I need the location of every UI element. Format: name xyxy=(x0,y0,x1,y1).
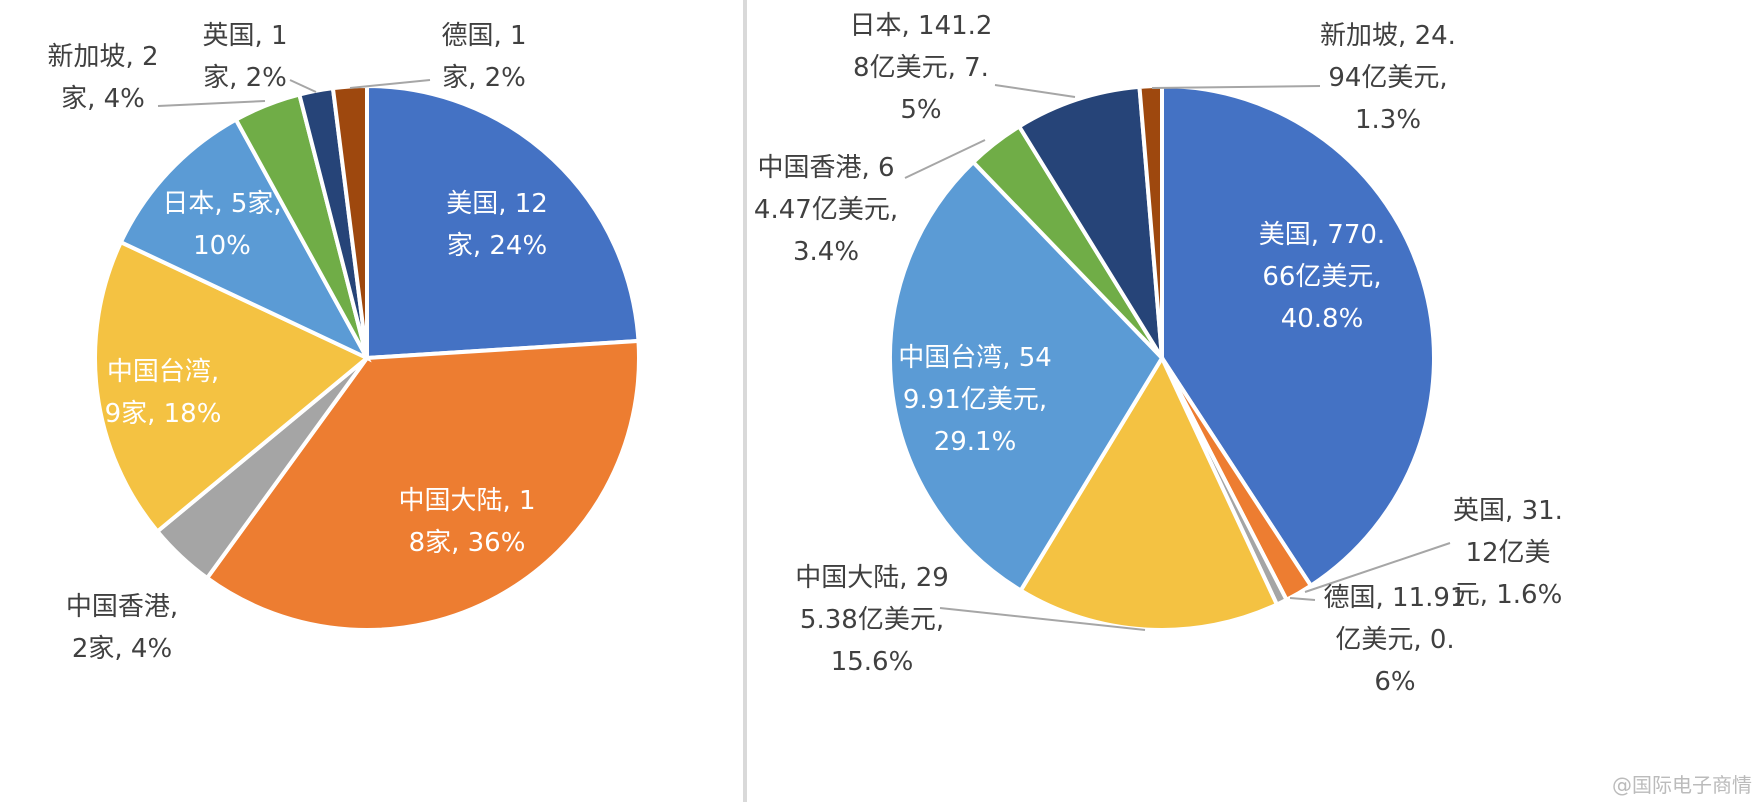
data-label: 英国, 1家, 2% xyxy=(202,21,288,93)
data-label: 德国, 1家, 2% xyxy=(441,21,527,93)
pie-slice xyxy=(1137,83,1164,359)
data-label: 美国, 12家, 24% xyxy=(446,189,548,261)
leader-line xyxy=(1151,85,1321,89)
pie-slice xyxy=(888,159,1165,594)
data-label: 中国香港, 64.47亿美元, 3.4% xyxy=(753,153,899,267)
leader-line xyxy=(994,84,1076,98)
data-label: 中国大陆, 18家, 36% xyxy=(398,486,536,558)
pie-slice xyxy=(93,239,371,535)
leader-line xyxy=(157,100,266,107)
pie-slice xyxy=(365,83,641,361)
data-label: 中国大陆, 295.38亿美元, 15.6% xyxy=(795,563,949,677)
watermark: @国际电子商情 xyxy=(1612,773,1752,797)
leader-line xyxy=(904,139,986,179)
data-label: 日本, 141.28亿美元, 7.5% xyxy=(849,11,993,125)
data-label: 英国, 31.12亿美元, 1.6% xyxy=(1453,496,1563,610)
data-label: 德国, 11.91亿美元, 0.6% xyxy=(1323,583,1467,697)
pie-slice xyxy=(118,116,372,363)
pie-slice xyxy=(1017,353,1280,632)
leader-line xyxy=(349,79,431,89)
data-label: 中国香港, 2家, 4% xyxy=(65,592,179,664)
data-label: 美国, 770.66亿美元, 40.8% xyxy=(1258,220,1386,334)
data-label: 中国台湾, 9家, 18% xyxy=(104,357,222,429)
leader-line xyxy=(1304,542,1451,593)
pie-slice xyxy=(204,338,641,632)
pie-slice xyxy=(1016,84,1164,360)
data-label: 新加坡, 24.94亿美元, 1.3% xyxy=(1320,21,1456,135)
data-label: 新加坡, 2家, 4% xyxy=(47,42,159,114)
leader-line xyxy=(939,607,1146,631)
leader-line xyxy=(1289,597,1316,601)
leader-line xyxy=(289,79,317,93)
data-label: 中国台湾, 549.91亿美元, 29.1% xyxy=(898,343,1052,457)
data-label: 日本, 5家, 10% xyxy=(162,189,282,261)
